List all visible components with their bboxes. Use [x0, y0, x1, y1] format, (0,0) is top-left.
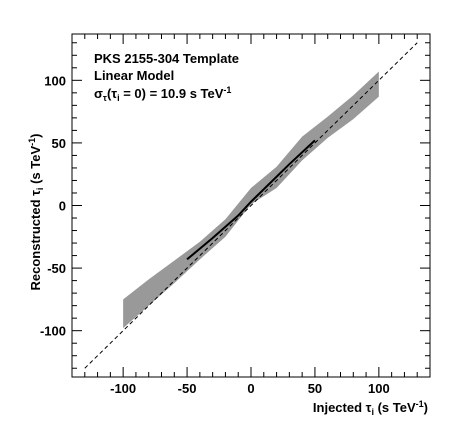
x-tick-label: 50: [308, 381, 322, 396]
x-tick-label: -100: [110, 381, 136, 396]
plot-area: -100 -50 0 50 100 -100 -50 0 50 100: [40, 33, 431, 396]
annotation-box: PKS 2155-304 Template Linear Model στ(τi…: [94, 51, 239, 103]
x-axis-title: Injected τi (s TeV-1): [313, 399, 428, 417]
annotation-title: PKS 2155-304 Template: [94, 51, 239, 66]
annotation-model: Linear Model: [94, 68, 174, 83]
y-tick-label: 100: [44, 73, 66, 88]
y-tick-label: -100: [40, 324, 66, 339]
x-ticks: -100 -50 0 50 100: [71, 34, 431, 396]
annotation-sigma: στ(τi = 0) = 10.9 s TeV-1: [94, 85, 231, 103]
uncertainty-band: [123, 71, 379, 329]
x-tick-label: 0: [247, 381, 254, 396]
x-tick-label: -50: [178, 381, 197, 396]
y-tick-label: 0: [59, 199, 66, 214]
y-tick-label: 50: [52, 136, 66, 151]
y-tick-label: -50: [47, 261, 66, 276]
mean-reconstruction-line: [186, 139, 316, 261]
y-axis-title: Reconstructed τi (s TeV-1): [27, 134, 45, 291]
y-ticks: -100 -50 0 50 100: [40, 42, 430, 369]
identity-dashed-line: [84, 42, 418, 369]
x-tick-label: 100: [368, 381, 390, 396]
